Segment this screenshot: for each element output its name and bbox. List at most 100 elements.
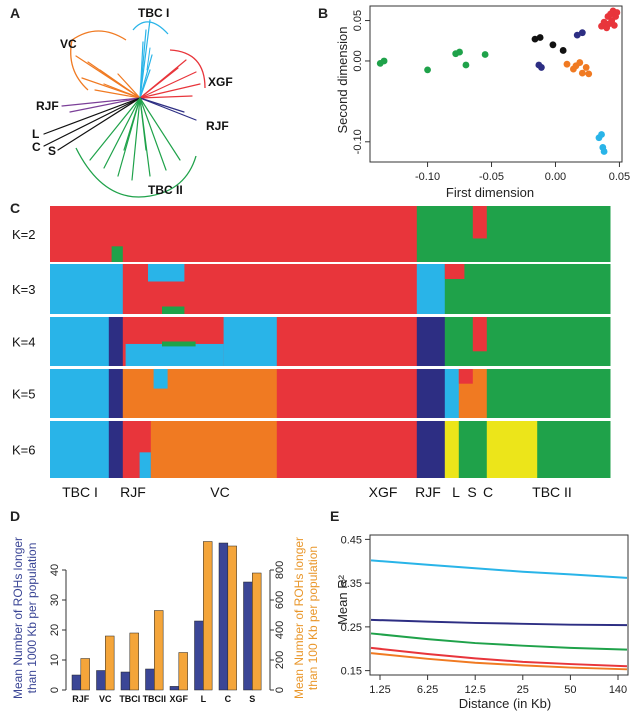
tree-branch xyxy=(131,97,141,181)
scatter-point xyxy=(613,9,621,16)
scatter-point xyxy=(578,69,586,77)
population-label: TBC II xyxy=(532,484,572,500)
tree-branch xyxy=(61,97,141,107)
panel-label-d: D xyxy=(10,508,20,524)
population-label: VC xyxy=(210,484,229,500)
tree-branch xyxy=(146,47,151,71)
admixture-accent xyxy=(153,369,168,389)
admixture-accent xyxy=(444,264,465,279)
roh-bar-short xyxy=(252,572,262,691)
tree-branch xyxy=(103,83,141,99)
panel-label-b: B xyxy=(318,5,328,21)
tree-branch xyxy=(139,69,151,99)
admixture-segment xyxy=(108,369,124,418)
ld-series-line xyxy=(370,559,628,579)
roh-ylabel-left-line1: Mean Number of ROHs longer xyxy=(11,537,25,699)
scatter-point xyxy=(600,18,608,26)
roh-bar-short xyxy=(203,541,213,691)
admixture-segment xyxy=(444,421,460,478)
roh-bar-long xyxy=(169,686,180,691)
tree-label-rjf-left: RJF xyxy=(36,99,59,113)
scatter-point xyxy=(576,59,584,66)
roh-bar-long xyxy=(145,668,155,691)
tree-branch xyxy=(69,97,141,113)
tree-branch xyxy=(117,73,141,99)
roh-ylabel-right-line1: Mean Number of ROHs longer xyxy=(292,537,306,699)
k-label: K=5 xyxy=(12,387,36,402)
admixture-segment xyxy=(50,421,110,478)
tree-branch xyxy=(139,71,197,99)
admixture-accent xyxy=(125,343,224,366)
roh-category-label: S xyxy=(249,694,255,704)
k-labels: K=2 K=3 K=4 K=5 K=6 xyxy=(12,227,36,458)
scatter-point xyxy=(538,64,545,71)
scatter-point xyxy=(563,60,571,68)
ld-series-line xyxy=(370,646,628,668)
population-labels: TBC I RJF VC XGF RJF L S C TBC II xyxy=(62,484,572,500)
roh-bar-short xyxy=(129,632,139,691)
tree-branch xyxy=(139,95,193,99)
ld-xtick-label: 1.25 xyxy=(369,684,390,696)
ld-ytick-label: 0.25 xyxy=(341,622,362,634)
roh-category-label: L xyxy=(201,694,207,704)
admixture-segment xyxy=(416,421,446,478)
roh-category-label: VC xyxy=(99,694,112,704)
admixture-segment xyxy=(50,369,110,418)
ld-xtick-label: 12.5 xyxy=(464,684,485,696)
roh-bar-long xyxy=(96,670,106,691)
scatter-point xyxy=(380,57,388,65)
tree-clade-arc xyxy=(70,39,89,91)
roh-left-tick-label: 40 xyxy=(49,564,61,576)
scatter-ytick-label: 0.00 xyxy=(352,50,364,71)
roh-right-tick-label: 800 xyxy=(274,561,286,579)
admixture-accent xyxy=(139,452,151,478)
ld-xtick-label: 6.25 xyxy=(417,684,438,696)
population-label: S xyxy=(467,484,476,500)
k-label: K=6 xyxy=(12,443,36,458)
ld-xtick-label: 50 xyxy=(564,684,576,696)
ld-series-line xyxy=(370,618,628,627)
admixture-segment xyxy=(486,421,538,478)
roh-bar-short xyxy=(105,635,115,691)
scatter-point xyxy=(578,29,586,37)
roh-left-tick-label: 0 xyxy=(49,687,61,693)
tree-branch xyxy=(43,97,141,147)
scatter-point xyxy=(531,35,539,43)
tree-label-tbc1: TBC I xyxy=(138,6,169,20)
admixture-accent xyxy=(458,369,473,384)
k-label: K=4 xyxy=(12,335,36,350)
roh-left-tick-label: 20 xyxy=(49,624,61,636)
admixture-accent xyxy=(148,264,185,282)
scatter-point xyxy=(573,31,581,39)
admixture-segment xyxy=(150,421,278,478)
scatter-ytick-label: -0.10 xyxy=(352,129,364,154)
roh-ylabel-right-line2: than 100 Kb per population xyxy=(306,546,320,690)
scatter-point xyxy=(610,21,618,29)
admixture-segment xyxy=(416,206,611,262)
population-label: TBC I xyxy=(62,484,98,500)
admixture-segment xyxy=(108,317,124,366)
tree-clade-arc xyxy=(169,49,206,89)
roh-right-tick-label: 600 xyxy=(274,591,286,609)
scatter-point xyxy=(598,131,605,138)
roh-category-label: TBCII xyxy=(143,694,167,704)
tree-clade-arc xyxy=(75,147,151,198)
tree-branch xyxy=(139,41,144,99)
admixture-segment xyxy=(458,421,488,478)
admixture-segment xyxy=(416,264,446,314)
admixture-segment xyxy=(276,421,418,478)
scatter-point xyxy=(456,48,463,56)
admixture-accent xyxy=(472,317,487,352)
roh-left-tick-label: 10 xyxy=(49,654,61,666)
scatter-xtick-label: 0.00 xyxy=(545,171,566,183)
admixture-segment xyxy=(50,317,110,366)
tree-label-xgf: XGF xyxy=(208,75,233,89)
ld-series-line xyxy=(370,652,628,671)
scatter-xtick-label: -0.10 xyxy=(415,171,440,183)
tree-branch xyxy=(139,97,185,113)
roh-bar-long xyxy=(120,671,131,691)
roh-bar-long xyxy=(194,620,204,691)
ld-ylabel: Mean R² xyxy=(335,574,350,625)
